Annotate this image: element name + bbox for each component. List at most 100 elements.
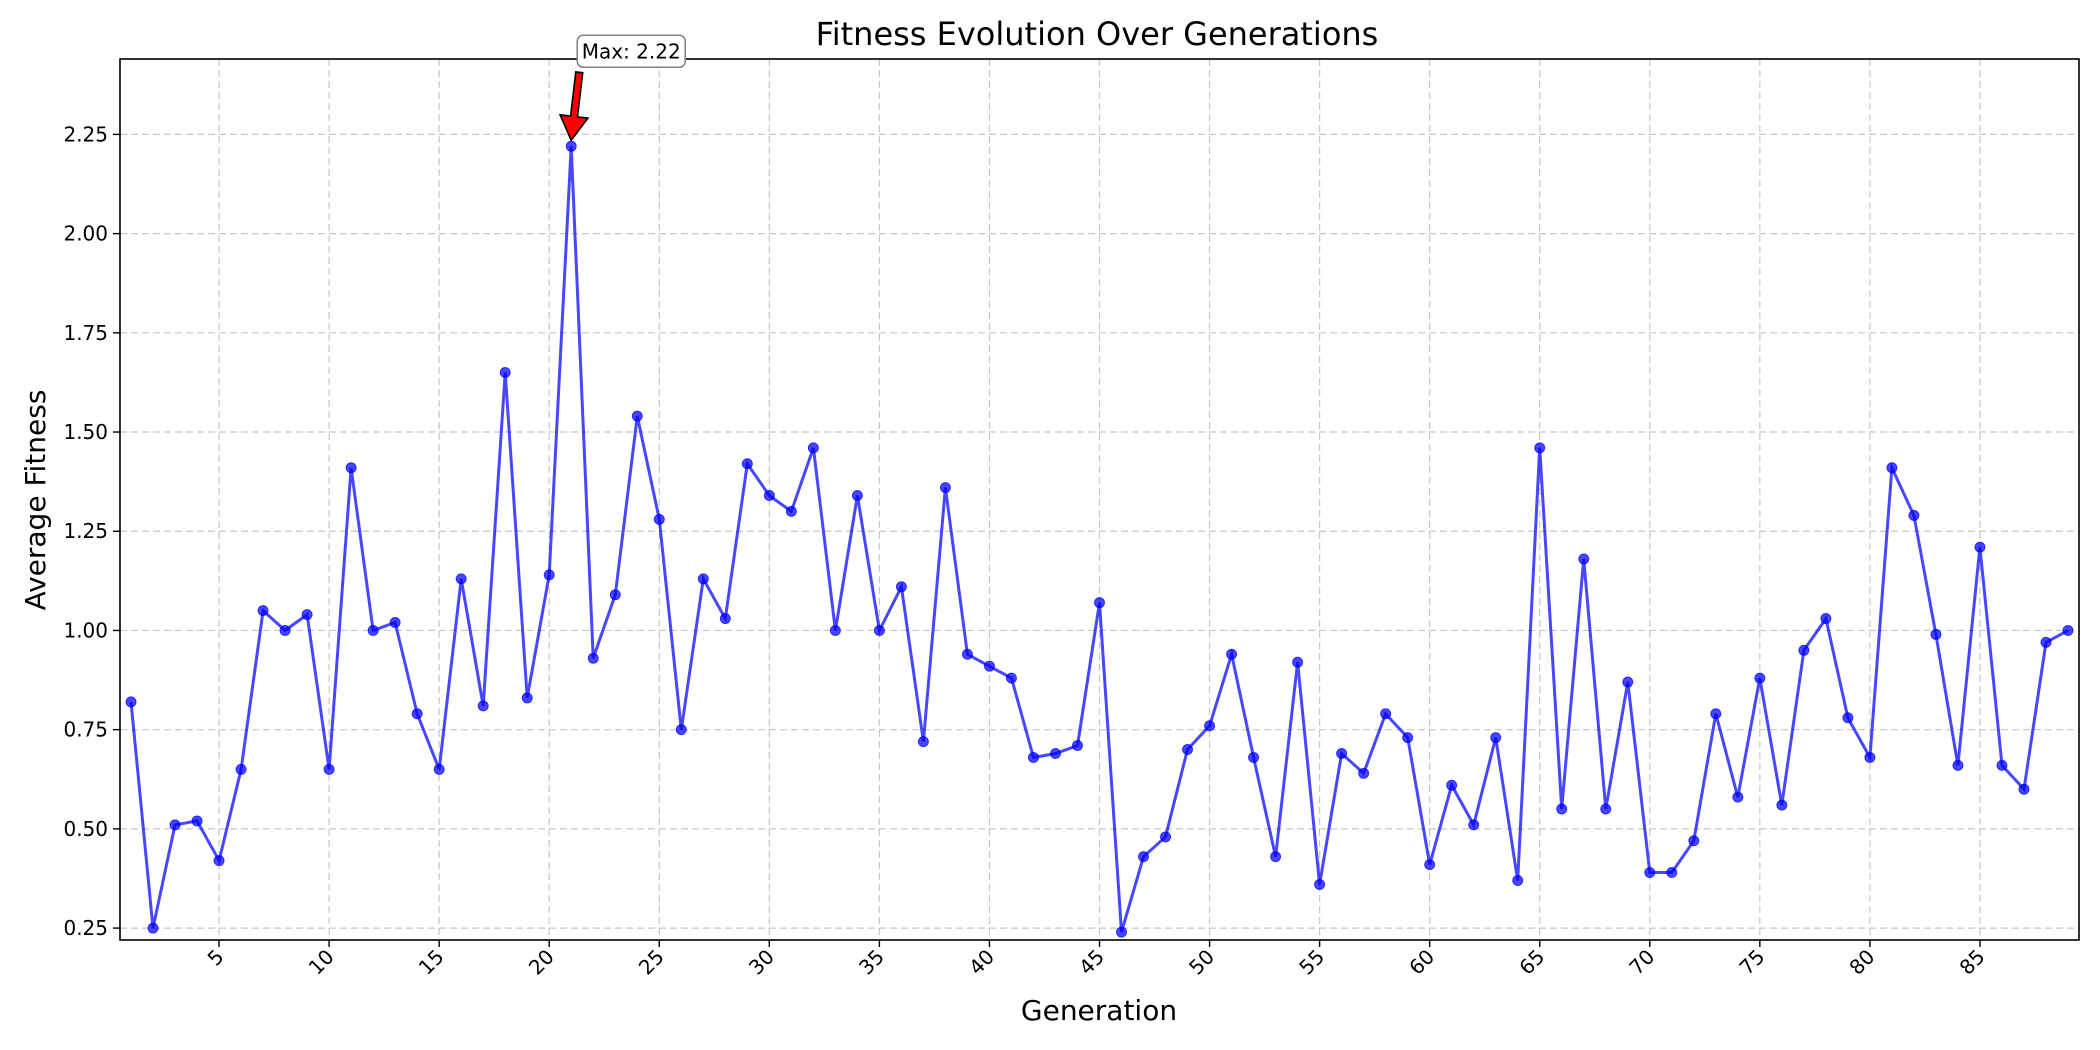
data-point (2040, 636, 2052, 648)
data-point (939, 482, 951, 494)
y-tick-label: 0.50 (63, 817, 108, 841)
y-axis-label: Average Fitness (19, 390, 52, 611)
x-tick-label: 30 (744, 945, 779, 980)
data-point (1446, 779, 1458, 791)
grid-layer (120, 59, 2079, 940)
y-tick-label: 1.00 (63, 618, 108, 642)
data-point (1754, 672, 1766, 684)
data-point (1204, 720, 1216, 732)
data-point (257, 605, 269, 617)
data-point (125, 696, 137, 708)
data-point (1710, 708, 1722, 720)
data-point (741, 458, 753, 470)
data-point (1182, 744, 1194, 756)
data-point (675, 724, 687, 736)
x-tick-label: 55 (1294, 945, 1329, 980)
data-point (917, 736, 929, 748)
annotation-arrow (558, 71, 590, 142)
data-point (983, 660, 995, 672)
data-point (147, 922, 159, 934)
data-point (411, 708, 423, 720)
y-tick-label: 1.50 (63, 420, 108, 444)
data-point (631, 410, 643, 422)
data-point (1160, 831, 1172, 843)
data-point (851, 490, 863, 502)
data-point (1952, 759, 1964, 771)
data-point (609, 589, 621, 601)
data-point (1071, 740, 1083, 752)
data-point (1974, 541, 1986, 553)
data-point (565, 140, 577, 152)
x-axis-label: Generation (1021, 994, 1177, 1027)
data-point (1270, 851, 1282, 863)
x-tick-label: 40 (964, 945, 999, 980)
data-point (1886, 462, 1898, 474)
x-tick-label: 70 (1624, 945, 1659, 980)
data-point (1908, 509, 1920, 521)
data-point (1930, 628, 1942, 640)
x-tick-label: 80 (1844, 945, 1879, 980)
x-tick-label: 25 (634, 945, 669, 980)
data-point (763, 490, 775, 502)
data-point (961, 648, 973, 660)
x-tick-label: 65 (1514, 945, 1549, 980)
data-point (1358, 767, 1370, 779)
data-point (1996, 759, 2008, 771)
data-point (807, 442, 819, 454)
data-point (785, 505, 797, 517)
x-tick-label: 20 (524, 945, 559, 980)
data-point (1534, 442, 1546, 454)
data-point (1468, 819, 1480, 831)
data-point (477, 700, 489, 712)
x-tick-label: 75 (1734, 945, 1769, 980)
data-point (499, 367, 511, 379)
x-tick-label: 15 (414, 945, 449, 980)
data-point (455, 573, 467, 585)
data-point (1314, 878, 1326, 890)
data-point (1380, 708, 1392, 720)
x-tick-label: 60 (1404, 945, 1439, 980)
series-layer (125, 140, 2074, 938)
data-point (2062, 624, 2074, 636)
data-point (1005, 672, 1017, 684)
data-point (1842, 712, 1854, 724)
data-point (1490, 732, 1502, 744)
data-point (1027, 751, 1039, 763)
data-point (873, 624, 885, 636)
data-point (521, 692, 533, 704)
data-point (1226, 648, 1238, 660)
data-point (697, 573, 709, 585)
data-point (1732, 791, 1744, 803)
y-tick-label: 0.25 (63, 916, 108, 940)
data-point (1424, 859, 1436, 871)
x-tick-label: 5 (203, 945, 229, 971)
data-point (1556, 803, 1568, 815)
annotation-layer: Max: 2.22 (558, 34, 686, 142)
data-point (1116, 926, 1128, 938)
data-point (235, 763, 247, 775)
data-point (213, 855, 225, 867)
data-point (169, 819, 181, 831)
series-line (129, 146, 2069, 933)
data-point (1292, 656, 1304, 668)
data-point (1864, 751, 1876, 763)
data-point (1402, 732, 1414, 744)
data-point (1644, 867, 1656, 879)
chart-title: Fitness Evolution Over Generations (816, 15, 1379, 53)
data-point (543, 569, 555, 581)
data-point (433, 763, 445, 775)
data-point (1622, 676, 1634, 688)
x-tick-label: 50 (1184, 945, 1219, 980)
data-point (1336, 747, 1348, 759)
data-point (1688, 835, 1700, 847)
data-point (829, 624, 841, 636)
data-point (345, 462, 357, 474)
data-point (1820, 613, 1832, 625)
data-point (1248, 751, 1260, 763)
y-tick-label: 1.75 (63, 321, 108, 345)
data-point (1666, 867, 1678, 879)
data-point (1600, 803, 1612, 815)
y-tick-label: 1.25 (63, 519, 108, 543)
